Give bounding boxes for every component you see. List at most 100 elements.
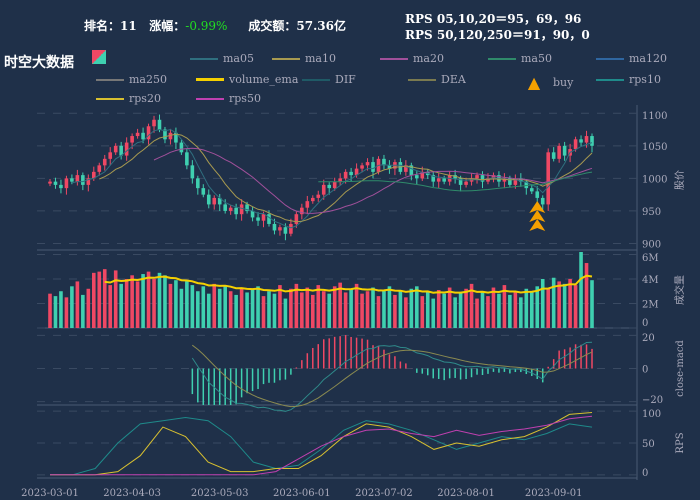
volume-bar	[108, 285, 113, 328]
candle	[261, 211, 266, 228]
candle-body	[124, 142, 129, 156]
ma50-line	[318, 171, 593, 192]
line-swatch-icon	[96, 78, 124, 81]
candle-body	[420, 171, 425, 179]
volume-bar	[102, 269, 107, 328]
candle-body	[113, 145, 118, 153]
legend-item-ma05[interactable]: ma05	[190, 52, 254, 65]
volume-bar	[300, 292, 304, 328]
legend-item-buy[interactable]: ▲ buy	[520, 73, 574, 92]
legend-item-DIF[interactable]: DIF	[302, 73, 356, 86]
candle	[300, 203, 304, 220]
candle-body	[228, 207, 233, 211]
volume-bar	[491, 287, 496, 328]
volume-bar	[228, 291, 233, 328]
volume-bar	[453, 297, 457, 328]
line-swatch-icon	[196, 78, 224, 81]
volume-bar	[70, 286, 74, 328]
date-tick: 2023-06-01	[273, 488, 331, 499]
legend-item-volume_ema[interactable]: volume_ema	[196, 73, 298, 86]
volume-bar	[157, 272, 162, 328]
macd-tick: 0	[642, 365, 648, 376]
volume-bar	[371, 287, 375, 328]
candle	[546, 148, 551, 211]
legend-item-rps50[interactable]: rps50	[196, 92, 261, 105]
volume-bar	[174, 280, 178, 328]
date-tick: 2023-04-03	[103, 488, 161, 499]
candle	[59, 179, 63, 194]
candle-body	[135, 132, 140, 137]
buy-signal-icon	[529, 210, 546, 222]
candle-body	[321, 184, 326, 195]
volume-bar	[267, 291, 271, 328]
volume-bar	[141, 274, 145, 328]
candle-body	[464, 181, 468, 185]
legend-item-ma10[interactable]: ma10	[272, 52, 336, 65]
volume-ema-line	[104, 274, 593, 294]
volume-tick: 2M	[642, 299, 659, 310]
volume-bar	[343, 292, 348, 328]
volume-bar	[245, 292, 249, 328]
volume-bar	[48, 293, 52, 328]
volume-bar	[272, 293, 277, 328]
volume-bar	[212, 283, 217, 328]
volume-bar	[86, 288, 91, 328]
candle	[436, 173, 441, 189]
legend-item-ma50[interactable]: ma50	[488, 52, 552, 65]
volume-tick: 6M	[642, 253, 659, 264]
volume-axis-label: 成交量	[673, 275, 686, 305]
legend-item-ma120[interactable]: ma120	[596, 52, 667, 65]
candle-body	[540, 197, 545, 205]
candle-body	[146, 126, 151, 140]
candle	[234, 203, 238, 220]
legend-item-DEA[interactable]: DEA	[408, 73, 466, 86]
candle-body	[584, 136, 589, 143]
candle-body	[475, 175, 479, 179]
volume-bar	[91, 272, 96, 328]
legend-label: ma250	[129, 73, 167, 86]
candle	[321, 179, 326, 200]
volume-bar	[283, 298, 288, 328]
candle	[310, 195, 315, 204]
legend-item-rps10[interactable]: rps10	[596, 73, 661, 86]
candle	[135, 128, 140, 139]
volume-bar	[354, 283, 359, 328]
legend-label: ma120	[629, 52, 667, 65]
volume-bar	[201, 286, 206, 328]
price-tick: 900	[642, 239, 661, 250]
volume-bar	[234, 294, 238, 328]
volume-bar	[190, 285, 195, 328]
legend-item-ma20[interactable]: ma20	[380, 52, 444, 65]
volume-bar	[431, 298, 436, 328]
kline-legend-icon[interactable]	[92, 50, 106, 64]
volume-bar	[310, 294, 315, 328]
volume-bar	[59, 291, 63, 328]
candle	[217, 194, 222, 211]
candle-body	[278, 227, 282, 231]
candle	[113, 143, 118, 155]
line-swatch-icon	[196, 97, 224, 100]
candle-body	[349, 171, 353, 176]
candle-body	[48, 181, 52, 184]
candle-body	[97, 165, 102, 172]
candle	[256, 212, 260, 226]
candle-body	[486, 178, 490, 182]
legend-item-rps20[interactable]: rps20	[96, 92, 161, 105]
candle-body	[557, 145, 561, 159]
candle-body	[267, 214, 271, 224]
volume-bar	[124, 278, 129, 328]
candle-body	[529, 188, 534, 192]
volume-bar	[573, 285, 578, 328]
candle-body	[289, 223, 293, 234]
price-tick: 1000	[642, 174, 667, 185]
candle-body	[551, 152, 556, 159]
candle	[551, 147, 556, 162]
candle-body	[206, 194, 211, 205]
candle-body	[458, 178, 463, 185]
candle	[327, 182, 332, 195]
rps-line-2: RPS 50,120,250＝91，90，0	[405, 28, 590, 42]
legend-item-ma250[interactable]: ma250	[96, 73, 167, 86]
candle-body	[409, 165, 414, 176]
volume-bar	[64, 297, 69, 328]
candle	[524, 179, 529, 195]
